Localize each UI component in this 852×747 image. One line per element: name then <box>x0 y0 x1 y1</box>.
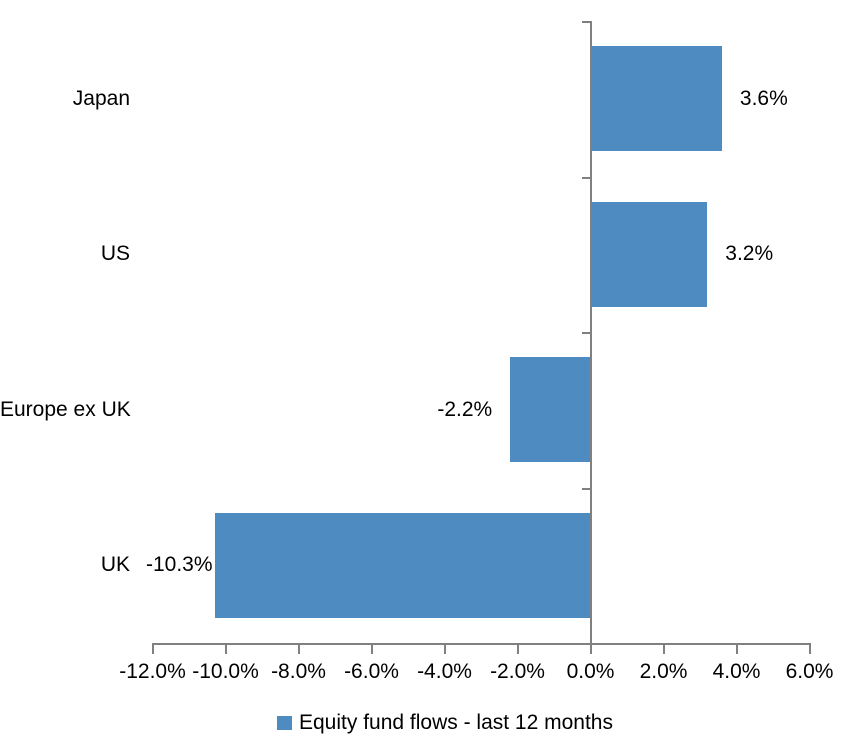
bar <box>214 512 591 618</box>
legend-swatch-icon <box>277 716 292 730</box>
x-tick-label: -10.0% <box>192 660 259 683</box>
category-label: UK <box>100 553 130 577</box>
category-axis-tick <box>581 21 590 23</box>
x-tick-label: 2.0% <box>639 660 688 683</box>
value-axis-tick <box>297 643 300 654</box>
data-label: 3.6% <box>739 86 788 110</box>
value-axis-tick <box>151 643 154 654</box>
value-axis-tick <box>735 643 738 654</box>
category-axis-tick <box>581 332 590 334</box>
bar <box>590 201 708 307</box>
x-tick-label: -12.0% <box>119 660 186 683</box>
value-axis-tick <box>224 643 227 654</box>
value-axis-line <box>151 643 811 645</box>
category-label: US <box>100 242 130 266</box>
x-tick-label: -8.0% <box>271 660 326 683</box>
data-label: -2.2% <box>437 397 493 421</box>
x-tick-label: -2.0% <box>490 660 545 683</box>
data-label: 3.2% <box>725 242 774 266</box>
x-tick-label: 6.0% <box>785 660 834 683</box>
category-label: Japan <box>72 86 130 110</box>
legend-label: Equity fund flows - last 12 months <box>299 711 613 734</box>
category-axis-tick <box>581 487 590 490</box>
bar <box>510 357 591 463</box>
data-label: -10.3% <box>146 553 213 577</box>
category-axis-tick <box>581 643 590 645</box>
x-tick-label: 0.0% <box>566 660 615 683</box>
legend: Equity fund flows - last 12 months <box>277 710 613 736</box>
value-axis-tick <box>516 643 519 654</box>
category-axis-line <box>589 21 592 645</box>
category-label: Europe ex UK <box>0 397 131 421</box>
value-axis-tick <box>662 643 665 654</box>
value-axis-tick <box>589 643 592 654</box>
category-axis-tick <box>581 176 590 179</box>
x-tick-label: -4.0% <box>417 660 472 683</box>
bar <box>590 46 722 152</box>
value-axis-tick <box>443 643 446 654</box>
x-tick-label: 4.0% <box>712 660 761 683</box>
value-axis-tick <box>808 643 811 654</box>
x-tick-label: -6.0% <box>344 660 399 683</box>
value-axis-tick <box>370 643 373 654</box>
